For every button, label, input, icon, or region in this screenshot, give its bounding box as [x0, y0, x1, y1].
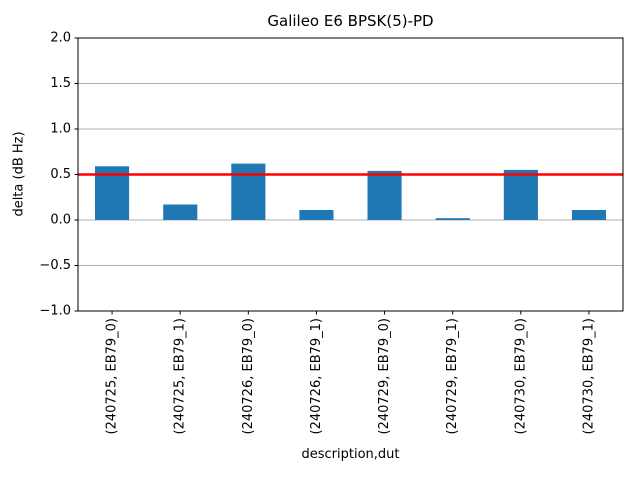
y-tick-label: 1.0 — [50, 122, 71, 137]
bar — [367, 170, 402, 220]
x-tick-label: (240729, EB79_0) — [377, 318, 392, 434]
bar — [231, 163, 266, 220]
x-tick-label: (240725, EB79_1) — [173, 318, 188, 434]
y-tick-label: 2.0 — [50, 31, 71, 46]
chart-title: Galileo E6 BPSK(5)-PD — [267, 12, 434, 30]
y-tick-label: 0.0 — [50, 213, 71, 228]
y-tick-label: 0.5 — [50, 167, 71, 182]
bar — [163, 204, 198, 220]
y-tick-label: 1.5 — [50, 76, 71, 91]
x-tick-label: (240726, EB79_0) — [241, 318, 256, 434]
x-tick-label: (240726, EB79_1) — [309, 318, 324, 434]
y-tick-label: −0.5 — [39, 258, 71, 273]
x-axis-label: description,dut — [301, 447, 400, 462]
bar — [435, 218, 470, 220]
bar — [503, 169, 538, 220]
x-tick-label: (240730, EB79_1) — [581, 318, 596, 434]
x-tick-label: (240725, EB79_0) — [105, 318, 120, 434]
y-tick-label: −1.0 — [39, 304, 71, 319]
x-tick-label: (240730, EB79_0) — [513, 318, 528, 434]
x-tick-label: (240729, EB79_1) — [445, 318, 460, 434]
bar — [571, 210, 606, 220]
bar — [299, 210, 334, 220]
